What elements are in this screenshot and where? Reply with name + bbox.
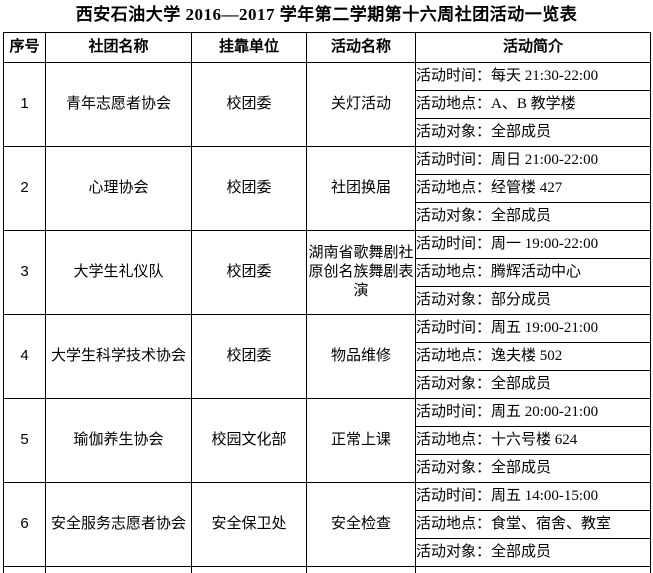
activity-name: 正常上课: [306, 398, 416, 483]
header-activity-summary: 活动简介: [415, 32, 651, 63]
table-row: 4 大学生科学技术协会 校团委 物品维修 活动时间：周五 19:00-21:00: [3, 314, 651, 399]
activity-time: 活动时间：周五 19:00-21:00: [415, 314, 651, 343]
page-title: 西安石油大学 2016—2017 学年第二学期第十六周社团活动一览表: [75, 5, 578, 24]
club-name: 安全服务志愿者协会: [45, 482, 192, 567]
table-row: 活动地点：十六号楼 624: [4, 426, 651, 455]
table-row: 活动地点：食堂、宿舍、教室: [4, 510, 651, 539]
activity-time: 活动时间：周日 21:00-22:00: [415, 146, 651, 175]
row-serial-number: 4: [3, 314, 46, 399]
affiliated-unit: 校园文化部: [191, 398, 307, 483]
table-row: 活动对象：全部成员: [4, 370, 651, 399]
affiliated-unit: 校团委: [191, 314, 307, 399]
table-row: 1 青年志愿者协会 校团委 关灯活动 活动时间：每天 21:30-22:00: [3, 62, 651, 147]
activity-target: 活动对象：全部成员: [415, 454, 651, 483]
activity-name: [306, 566, 416, 573]
activity-name: 关灯活动: [306, 62, 416, 147]
activity-name: 湖南省歌舞剧社原创名族舞剧表演: [306, 230, 416, 315]
activity-location: 活动地点：经管楼 427: [415, 174, 651, 203]
table-row: 5 瑜伽养生协会 校园文化部 正常上课 活动时间：周五 20:00-21:00: [3, 398, 651, 483]
activity-location: 活动地点：十六号楼 624: [415, 426, 651, 455]
activity-name: 物品维修: [306, 314, 416, 399]
activity-location: 活动地点：A、B 教学楼: [415, 90, 651, 119]
table-row: 活动地点：逸夫楼 502: [4, 342, 651, 371]
activity-target: 活动对象：全部成员: [415, 538, 651, 567]
affiliated-unit: 安全保卫处: [191, 482, 307, 567]
table-row: 活动地点：A、B 教学楼: [4, 90, 651, 119]
activity-target: 活动对象：部分成员: [415, 286, 651, 315]
club-name: [45, 566, 192, 573]
club-name: 大学生科学技术协会: [45, 314, 192, 399]
header-activity-name: 活动名称: [306, 32, 416, 63]
affiliated-unit: 校团委: [191, 146, 307, 231]
activity-location: 活动地点：腾辉活动中心: [415, 258, 651, 287]
header-club-name: 社团名称: [45, 32, 192, 63]
row-serial-number: 3: [3, 230, 46, 315]
activity-time: 活动时间：周五 20:00-21:00: [415, 398, 651, 427]
activity-time: 活动时间：周一 19:00-22:00: [415, 230, 651, 259]
affiliated-unit: [191, 566, 307, 573]
table-row: 活动对象：部分成员: [4, 286, 651, 315]
activity-time: 活动时间：周五 14:00-15:00: [415, 482, 651, 511]
row-serial-number: 5: [3, 398, 46, 483]
header-affiliated-unit: 挂靠单位: [191, 32, 307, 63]
table-row: 活动对象：全部成员: [4, 538, 651, 567]
row-serial-number: 6: [3, 482, 46, 567]
activity-target: 活动对象：全部成员: [415, 202, 651, 231]
activity-name: 安全检查: [306, 482, 416, 567]
club-name: 心理协会: [45, 146, 192, 231]
activity-location: 活动地点：食堂、宿舍、教室: [415, 510, 651, 539]
club-name: 青年志愿者协会: [45, 62, 192, 147]
table-row: 活动地点：腾辉活动中心: [4, 258, 651, 287]
row-serial-number: 2: [3, 146, 46, 231]
activity-table: 序号 社团名称 挂靠单位 活动名称 活动简介 1 青年志愿者协会 校团委 关灯活…: [3, 32, 651, 573]
table-row: 活动对象：全部成员: [4, 454, 651, 483]
affiliated-unit: 校团委: [191, 230, 307, 315]
activity-target: 活动对象：全部成员: [415, 118, 651, 147]
club-name: 大学生礼仪队: [45, 230, 192, 315]
activity-name: 社团换届: [306, 146, 416, 231]
header-row: 序号 社团名称 挂靠单位 活动名称 活动简介: [3, 32, 651, 63]
table-row: 3 大学生礼仪队 校团委 湖南省歌舞剧社原创名族舞剧表演 活动时间：周一 19:…: [3, 230, 651, 315]
activity-time: 活动时间：每天 21:30-22:00: [415, 62, 651, 91]
table-row: 2 心理协会 校团委 社团换届 活动时间：周日 21:00-22:00: [3, 146, 651, 231]
club-name: 瑜伽养生协会: [45, 398, 192, 483]
row-serial-number: [3, 566, 46, 573]
activity-time: [415, 566, 651, 573]
header-serial-number: 序号: [3, 32, 46, 63]
table-row-partial: [3, 566, 651, 573]
affiliated-unit: 校团委: [191, 62, 307, 147]
table-row: 活动对象：全部成员: [4, 202, 651, 231]
table-row: 6 安全服务志愿者协会 安全保卫处 安全检查 活动时间：周五 14:00-15:…: [3, 482, 651, 567]
table-row: 活动对象：全部成员: [4, 118, 651, 147]
row-serial-number: 1: [3, 62, 46, 147]
activity-location: 活动地点：逸夫楼 502: [415, 342, 651, 371]
activity-target: 活动对象：全部成员: [415, 370, 651, 399]
